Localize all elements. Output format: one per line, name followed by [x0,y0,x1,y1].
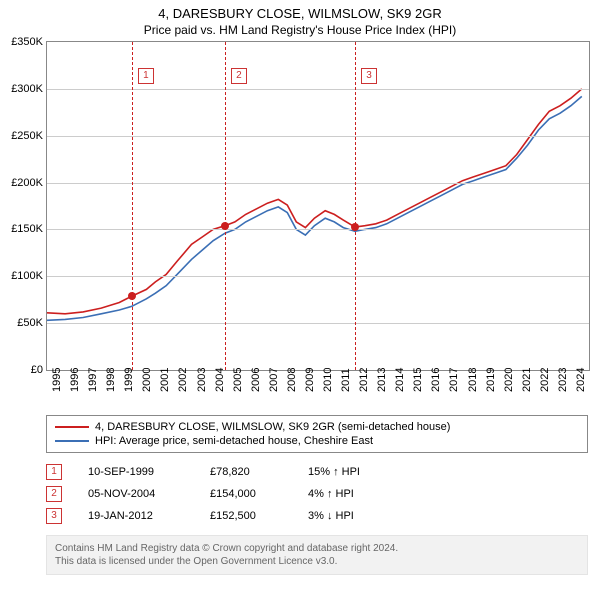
x-axis-label: 2010 [322,368,334,392]
x-axis-label: 2008 [286,368,298,392]
chart-lines [47,42,589,370]
x-axis-label: 1997 [87,368,99,392]
page-subtitle: Price paid vs. HM Land Registry's House … [0,21,600,41]
event-table: 1 10-SEP-1999 £78,820 15% ↑ HPI 2 05-NOV-2004… [46,461,588,527]
event-point [128,292,136,300]
x-axis-label: 2002 [177,368,189,392]
legend: 4, DARESBURY CLOSE, WILMSLOW, SK9 2GR (s… [46,415,588,453]
x-axis-label: 2023 [557,368,569,392]
y-axis-label: £300K [3,83,43,95]
gridline-y [47,136,589,137]
y-axis-label: £200K [3,177,43,189]
event-date: 05-NOV-2004 [88,488,184,500]
x-axis-label: 2013 [376,368,388,392]
gridline-y [47,229,589,230]
x-axis-label: 1996 [69,368,81,392]
x-axis-label: 2012 [358,368,370,392]
series-hpi [47,96,582,320]
x-axis-label: 2019 [485,368,497,392]
x-axis-label: 2022 [539,368,551,392]
event-date: 10-SEP-1999 [88,466,184,478]
event-number: 2 [46,486,62,502]
x-axis-label: 2003 [196,368,208,392]
legend-label-hpi: HPI: Average price, semi-detached house,… [95,435,373,447]
attribution-footer: Contains HM Land Registry data © Crown c… [46,535,588,575]
x-axis-label: 2017 [448,368,460,392]
legend-swatch-hpi [55,440,89,442]
event-divider [355,42,356,370]
y-axis-label: £100K [3,270,43,282]
x-axis-label: 2006 [250,368,262,392]
footer-line-1: Contains HM Land Registry data © Crown c… [55,542,579,555]
x-axis-label: 2021 [521,368,533,392]
x-axis-label: 1998 [105,368,117,392]
x-axis-label: 2009 [304,368,316,392]
y-axis-label: £150K [3,223,43,235]
y-axis-label: £250K [3,130,43,142]
event-number: 3 [46,508,62,524]
x-axis-label: 2005 [232,368,244,392]
y-axis-label: £50K [3,317,43,329]
event-divider [225,42,226,370]
event-date: 19-JAN-2012 [88,510,184,522]
x-axis-label: 2004 [214,368,226,392]
legend-label-property: 4, DARESBURY CLOSE, WILMSLOW, SK9 2GR (s… [95,421,450,433]
x-axis-label: 1999 [123,368,135,392]
event-price: £78,820 [210,466,282,478]
event-row: 2 05-NOV-2004 £154,000 4% ↑ HPI [46,483,588,505]
event-delta: 4% ↑ HPI [308,488,418,500]
event-delta: 3% ↓ HPI [308,510,418,522]
x-axis-label: 2015 [412,368,424,392]
event-price: £152,500 [210,510,282,522]
price-chart: £0£50K£100K£150K£200K£250K£300K£350K1995… [46,41,590,371]
event-marker: 3 [361,68,377,84]
event-number: 1 [46,464,62,480]
x-axis-label: 2000 [141,368,153,392]
x-axis-label: 2007 [268,368,280,392]
page-title: 4, DARESBURY CLOSE, WILMSLOW, SK9 2GR [0,0,600,21]
x-axis-label: 2024 [575,368,587,392]
x-axis-label: 1995 [51,368,63,392]
event-delta: 15% ↑ HPI [308,466,418,478]
legend-row-property: 4, DARESBURY CLOSE, WILMSLOW, SK9 2GR (s… [55,420,579,434]
gridline-y [47,89,589,90]
legend-row-hpi: HPI: Average price, semi-detached house,… [55,434,579,448]
gridline-y [47,323,589,324]
x-axis-label: 2020 [503,368,515,392]
x-axis-label: 2011 [340,368,352,392]
event-marker: 2 [231,68,247,84]
y-axis-label: £350K [3,36,43,48]
x-axis-label: 2001 [159,368,171,392]
event-row: 3 19-JAN-2012 £152,500 3% ↓ HPI [46,505,588,527]
event-row: 1 10-SEP-1999 £78,820 15% ↑ HPI [46,461,588,483]
x-axis-label: 2014 [394,368,406,392]
gridline-y [47,183,589,184]
x-axis-label: 2016 [430,368,442,392]
event-marker: 1 [138,68,154,84]
series-property [47,89,582,314]
gridline-y [47,276,589,277]
footer-line-2: This data is licensed under the Open Gov… [55,555,579,568]
x-axis-label: 2018 [467,368,479,392]
y-axis-label: £0 [3,364,43,376]
event-point [221,222,229,230]
legend-swatch-property [55,426,89,428]
event-point [351,223,359,231]
event-divider [132,42,133,370]
event-price: £154,000 [210,488,282,500]
